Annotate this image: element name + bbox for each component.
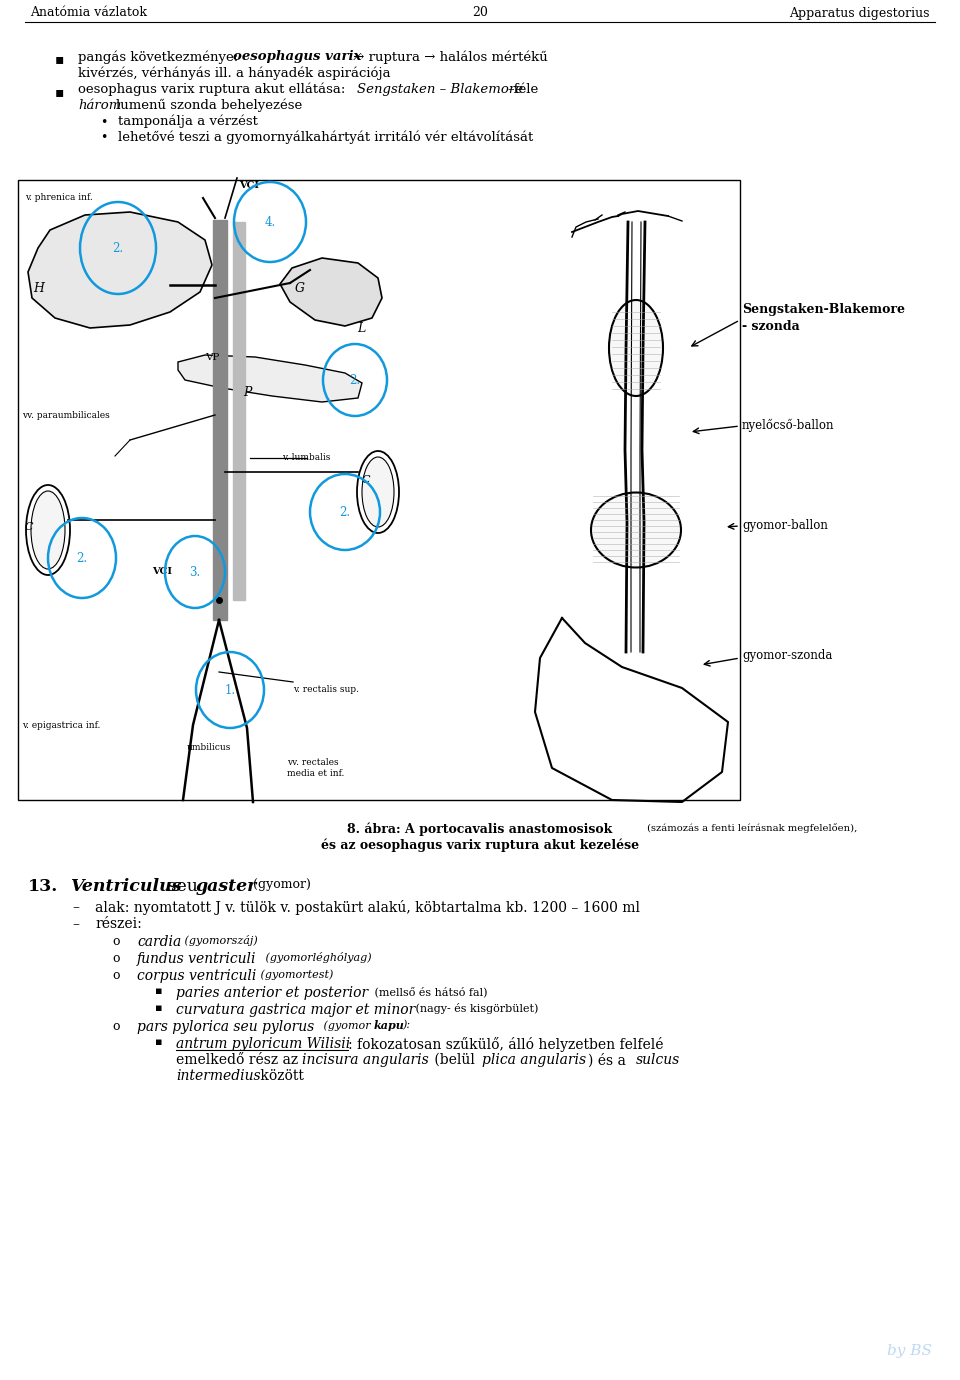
Text: v. lumbalis: v. lumbalis: [282, 454, 330, 462]
Text: tamponálja a vérzést: tamponálja a vérzést: [118, 115, 258, 128]
Text: •: •: [100, 131, 108, 144]
Text: (gyomorszáj): (gyomorszáj): [181, 936, 257, 947]
Text: v. rectalis sup.: v. rectalis sup.: [293, 686, 359, 694]
Text: vv. rectales
media et inf.: vv. rectales media et inf.: [287, 758, 345, 778]
Text: 2.: 2.: [112, 241, 124, 254]
Text: vv. paraumbilicales: vv. paraumbilicales: [22, 410, 109, 420]
Text: sulcus: sulcus: [636, 1053, 681, 1067]
Text: o: o: [112, 969, 119, 983]
Ellipse shape: [31, 491, 65, 569]
Text: –: –: [72, 900, 79, 914]
Text: •: •: [100, 116, 108, 128]
Text: v. epigastrica inf.: v. epigastrica inf.: [22, 720, 101, 730]
Text: : fokozatosan szűkülő, álló helyzetben felfelé: : fokozatosan szűkülő, álló helyzetben f…: [348, 1036, 663, 1052]
Text: P: P: [243, 385, 252, 399]
Text: nyelőcső-ballon: nyelőcső-ballon: [742, 418, 834, 432]
Text: emelkedő rész az: emelkedő rész az: [176, 1053, 302, 1067]
Text: (számozás a fenti leírásnak megfelelően),: (számozás a fenti leírásnak megfelelően)…: [644, 822, 857, 832]
Text: by BS: by BS: [887, 1344, 932, 1358]
Text: → ruptura → halálos mértékű: → ruptura → halálos mértékű: [349, 50, 548, 63]
Text: VCI: VCI: [239, 181, 259, 189]
Text: Anatómia vázlatok: Anatómia vázlatok: [30, 7, 147, 19]
Text: oesophagus varix ruptura akut ellátása:: oesophagus varix ruptura akut ellátása:: [78, 83, 349, 97]
Text: fundus ventriculi: fundus ventriculi: [137, 952, 256, 966]
Text: Sengstaken-Blakemore
- szonda: Sengstaken-Blakemore - szonda: [742, 304, 905, 333]
Text: (belül: (belül: [430, 1053, 479, 1067]
Ellipse shape: [609, 299, 663, 396]
Text: (gyomorléghólyag): (gyomorléghólyag): [262, 952, 372, 963]
Text: cardia: cardia: [137, 936, 181, 949]
Text: gaster: gaster: [196, 878, 257, 896]
Text: ▪: ▪: [155, 1036, 162, 1047]
Text: plica angularis: plica angularis: [482, 1053, 587, 1067]
Text: antrum pyloricum Wilisii: antrum pyloricum Wilisii: [176, 1036, 350, 1052]
Text: (nagy- és kisgörbület): (nagy- és kisgörbület): [412, 1003, 539, 1014]
Text: gyomor-ballon: gyomor-ballon: [742, 519, 828, 531]
Text: lehetővé teszi a gyomornyálkahártyát irritáló vér eltávolítását: lehetővé teszi a gyomornyálkahártyát irr…: [118, 130, 533, 144]
Text: C: C: [362, 475, 371, 484]
Text: ▪: ▪: [55, 86, 64, 99]
Text: 20: 20: [472, 7, 488, 19]
Bar: [213, 219, 227, 620]
Ellipse shape: [362, 457, 394, 527]
Text: seu: seu: [162, 878, 204, 896]
Text: curvatura gastrica major et minor: curvatura gastrica major et minor: [176, 1003, 416, 1017]
Text: ▪: ▪: [155, 985, 162, 996]
Text: o: o: [112, 1020, 119, 1034]
Text: H: H: [33, 282, 44, 294]
Text: o: o: [112, 952, 119, 965]
Text: 1.: 1.: [225, 683, 235, 697]
Text: corpus ventriculi: corpus ventriculi: [137, 969, 256, 983]
Text: VCI: VCI: [152, 567, 172, 577]
Text: pangás következménye:: pangás következménye:: [78, 50, 243, 63]
Text: (gyomor): (gyomor): [249, 878, 311, 891]
Text: között: között: [256, 1070, 304, 1083]
FancyBboxPatch shape: [18, 179, 740, 800]
Text: kivérzés, vérhányás ill. a hányadék aspirációja: kivérzés, vérhányás ill. a hányadék aspi…: [78, 66, 391, 80]
Text: Ventriculus: Ventriculus: [70, 878, 181, 896]
Polygon shape: [178, 355, 362, 402]
Text: és az oesophagus varix ruptura akut kezelése: és az oesophagus varix ruptura akut keze…: [321, 838, 639, 851]
Text: umbilicus: umbilicus: [187, 744, 231, 752]
Text: Sengstaken – Blakemore: Sengstaken – Blakemore: [357, 83, 523, 97]
Text: –: –: [72, 916, 79, 932]
Text: G: G: [295, 282, 305, 294]
Text: C: C: [25, 522, 34, 533]
Text: lumenű szonda behelyezése: lumenű szonda behelyezése: [116, 99, 302, 113]
Text: –féle: –féle: [507, 83, 539, 97]
Text: (mellső és hátsó fal): (mellső és hátsó fal): [371, 985, 488, 996]
Text: 3.: 3.: [189, 566, 201, 578]
Text: gyomor-szonda: gyomor-szonda: [742, 649, 832, 661]
Text: alak: nyomtatott J v. tülök v. postakürt alakú, köbtartalma kb. 1200 – 1600 ml: alak: nyomtatott J v. tülök v. postakürt…: [95, 900, 640, 915]
Text: ▪: ▪: [55, 52, 64, 66]
Text: pars pylorica seu pylorus: pars pylorica seu pylorus: [137, 1020, 314, 1034]
Polygon shape: [280, 258, 382, 326]
Text: 8. ábra: A portocavalis anastomosisok: 8. ábra: A portocavalis anastomosisok: [348, 822, 612, 836]
Text: Apparatus digestorius: Apparatus digestorius: [789, 7, 930, 19]
Ellipse shape: [591, 493, 681, 567]
Text: VP: VP: [205, 353, 220, 363]
Text: kapu: kapu: [374, 1020, 405, 1031]
Text: o: o: [112, 936, 119, 948]
Text: 4.: 4.: [264, 215, 276, 229]
Text: 13.: 13.: [28, 878, 59, 896]
Text: ):: ):: [402, 1020, 410, 1031]
Text: részei:: részei:: [95, 916, 142, 932]
Text: 2.: 2.: [340, 505, 350, 519]
Polygon shape: [28, 213, 212, 328]
Text: ) és a: ) és a: [588, 1053, 631, 1067]
Text: oesophagus varix: oesophagus varix: [233, 50, 361, 63]
Text: v. phrenica inf.: v. phrenica inf.: [25, 192, 93, 201]
Text: (gyomortest): (gyomortest): [257, 969, 333, 980]
Text: három: három: [78, 99, 121, 112]
Bar: [233, 222, 245, 600]
Text: paries anterior et posterior: paries anterior et posterior: [176, 985, 368, 1000]
Text: 2.: 2.: [77, 552, 87, 564]
Text: ▪: ▪: [155, 1003, 162, 1013]
Text: (gyomor: (gyomor: [320, 1020, 371, 1031]
Text: incisura angularis: incisura angularis: [302, 1053, 429, 1067]
Text: 2.: 2.: [349, 374, 361, 386]
Text: L: L: [357, 322, 365, 334]
Text: intermedius: intermedius: [176, 1070, 260, 1083]
